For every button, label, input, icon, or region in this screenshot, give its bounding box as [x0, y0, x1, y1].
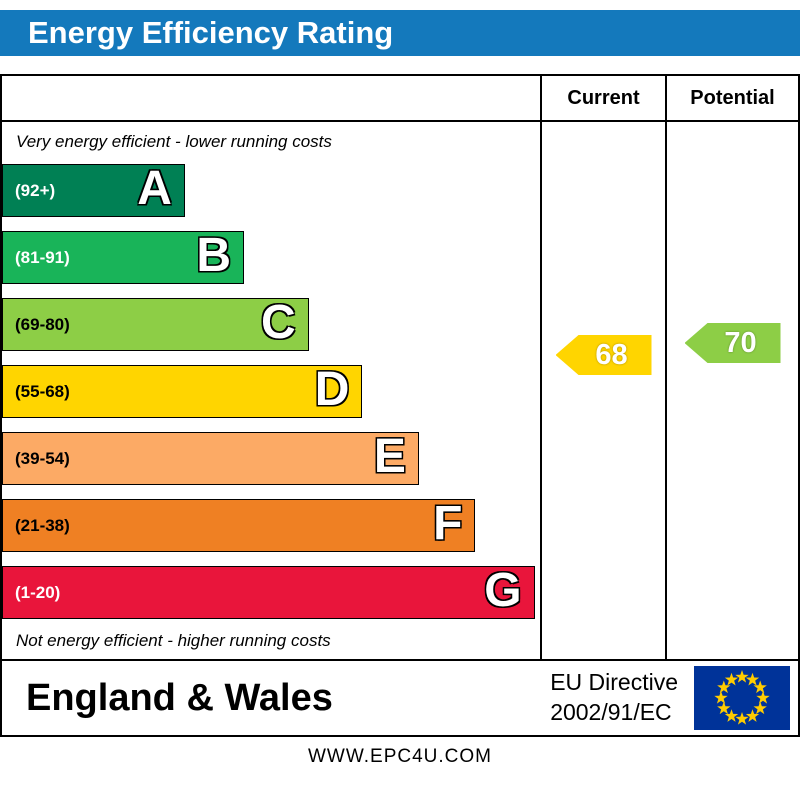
current-rating-value: 68 [595, 338, 628, 371]
header-spacer-cell [2, 76, 540, 122]
band-range-label: (92+) [15, 180, 56, 200]
top-note: Very energy efficient - lower running co… [16, 132, 332, 151]
region-label: England & Wales [26, 676, 333, 719]
band-C: (69-80) C [2, 298, 309, 351]
website-label: WWW.EPC4U.COM [308, 746, 492, 767]
epc-chart-page: Energy Efficiency Rating Current Potenti… [0, 10, 800, 768]
page-title: Energy Efficiency Rating [28, 15, 394, 50]
title-bar: Energy Efficiency Rating [0, 10, 800, 56]
bands-area: Very energy efficient - lower running co… [2, 122, 540, 659]
eu-directive-label: EU Directive 2002/91/EC [550, 668, 678, 728]
current-rating-arrow: 68 [555, 335, 652, 375]
bottom-note: Not energy efficient - higher running co… [16, 631, 331, 650]
potential-rating-arrow: 70 [684, 323, 781, 363]
band-F: (21-38) F [2, 496, 476, 552]
band-range-label: (81-91) [15, 247, 70, 267]
band-range-label: (1-20) [15, 582, 61, 602]
band-letter: F [433, 496, 463, 550]
band-B: (81-91) B [2, 228, 245, 284]
band-A: (92+) A [2, 164, 185, 217]
band-list: (92+) A (81-91) B (69-80) C (55-68) D (39-54) E (2… [2, 164, 540, 619]
footer: England & Wales EU Directive 2002/91/EC [0, 659, 800, 737]
band-letter: E [373, 429, 406, 483]
band-letter: A [137, 161, 172, 215]
band-range-label: (21-38) [15, 515, 70, 535]
eu-directive-line1: EU Directive [550, 669, 678, 696]
band-E: (39-54) E [2, 432, 419, 485]
band-G: (1-20) G [2, 566, 535, 619]
band-range-label: (39-54) [15, 448, 70, 468]
band-letter: G [484, 563, 522, 617]
eu-directive-line2: 2002/91/EC [550, 699, 672, 725]
potential-column-header: Potential [665, 76, 798, 122]
band-D: (55-68) D [2, 362, 363, 418]
band-letter: C [260, 295, 296, 349]
band-range-label: (69-80) [15, 314, 70, 334]
band-letter: D [314, 362, 350, 416]
eu-flag-icon [694, 666, 790, 730]
potential-column: 70 [665, 122, 798, 659]
band-range-label: (55-68) [15, 381, 70, 401]
potential-rating-value: 70 [724, 326, 757, 359]
band-letter: B [196, 228, 232, 282]
current-column: 68 [540, 122, 665, 659]
rating-chart: Current Potential Very energy efficient … [0, 74, 800, 661]
current-column-header: Current [540, 76, 665, 122]
